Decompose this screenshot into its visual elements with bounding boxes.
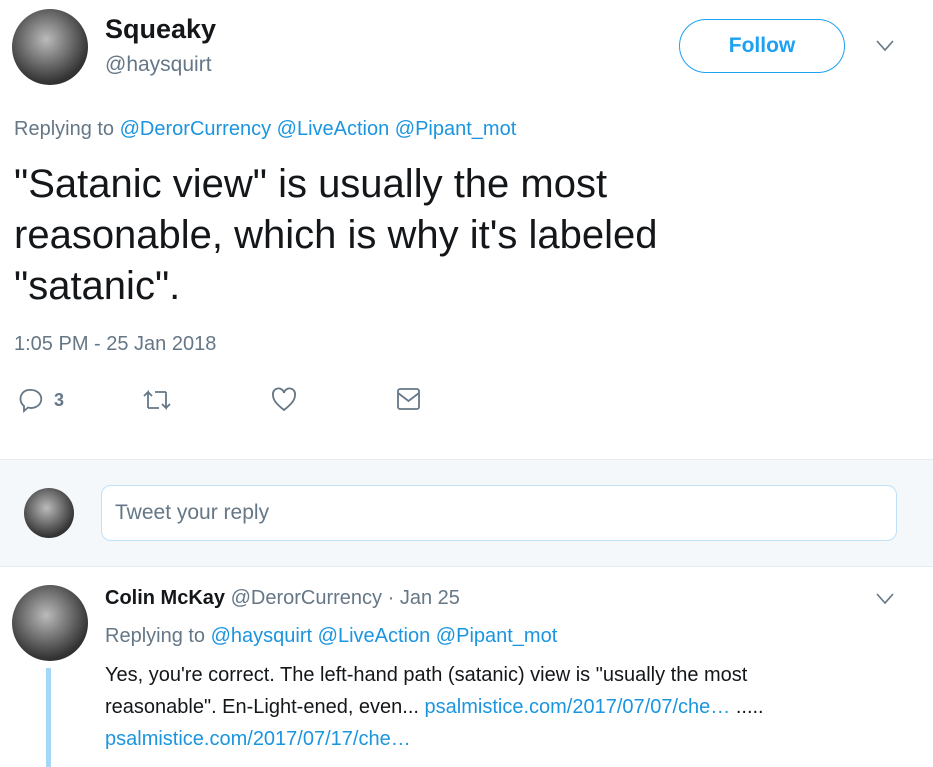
- tweet-text-line: "Satanic view" is usually the most: [14, 162, 608, 206]
- mention-link[interactable]: @DerorCurrency: [119, 118, 272, 140]
- author-handle[interactable]: @haysquirt: [105, 53, 212, 76]
- tweet-text-line: "satanic".: [14, 264, 181, 308]
- user-avatar: [24, 488, 74, 538]
- url-link[interactable]: psalmistice.com/2017/07/17/che…: [105, 728, 411, 750]
- direct-message-icon[interactable]: [396, 386, 422, 412]
- reply-header: Colin McKay @DerorCurrency · Jan 25: [105, 587, 460, 610]
- retweet-icon[interactable]: [142, 386, 172, 414]
- reply-text: Yes, you're correct. The left-hand path …: [105, 659, 764, 755]
- url-link[interactable]: psalmistice.com/2017/07/07/che…: [424, 696, 731, 718]
- mention-link[interactable]: @LiveAction: [276, 118, 390, 140]
- author-avatar[interactable]: [12, 9, 88, 85]
- replying-prefix: Replying to: [105, 625, 206, 647]
- reply-input[interactable]: Tweet your reply: [101, 485, 897, 541]
- reply-count: 3: [54, 389, 65, 410]
- chevron-down-icon[interactable]: [876, 40, 894, 52]
- mention-link[interactable]: @haysquirt: [210, 625, 313, 647]
- mention-link[interactable]: @Pipant_mot: [394, 118, 517, 140]
- reply-placeholder: Tweet your reply: [115, 501, 270, 524]
- reply-author-name[interactable]: Colin McKay: [105, 587, 226, 609]
- reply-author-handle[interactable]: @DerorCurrency: [230, 587, 383, 609]
- reply-date[interactable]: · Jan 25: [387, 587, 460, 609]
- reply-icon: [18, 387, 44, 413]
- reply-text-dots: .....: [735, 696, 764, 718]
- reply-button[interactable]: 3: [18, 387, 64, 413]
- reply-replying-to: Replying to @haysquirt @LiveAction @Pipa…: [105, 625, 557, 648]
- reply-text-line: reasonable". En-Light-ened, even...: [105, 696, 419, 718]
- reply-author-avatar[interactable]: [12, 585, 88, 661]
- replying-to: Replying to @DerorCurrency @LiveAction @…: [14, 118, 516, 141]
- author-name[interactable]: Squeaky: [105, 14, 217, 44]
- thread-line: [46, 668, 51, 767]
- tweet-text-line: reasonable, which is why it's labeled: [14, 213, 658, 257]
- tweet-text: "Satanic view" is usually the most reaso…: [14, 159, 658, 312]
- follow-label: Follow: [728, 34, 796, 57]
- timestamp[interactable]: 1:05 PM - 25 Jan 2018: [14, 333, 217, 355]
- reply-chevron-down-icon[interactable]: [876, 593, 894, 605]
- like-icon[interactable]: [270, 386, 298, 414]
- replying-prefix: Replying to: [14, 118, 115, 140]
- reply-composer: Tweet your reply: [0, 459, 933, 567]
- follow-button[interactable]: Follow: [679, 19, 845, 73]
- mention-link[interactable]: @LiveAction: [317, 625, 431, 647]
- mention-link[interactable]: @Pipant_mot: [435, 625, 558, 647]
- reply-text-line: Yes, you're correct. The left-hand path …: [105, 664, 748, 686]
